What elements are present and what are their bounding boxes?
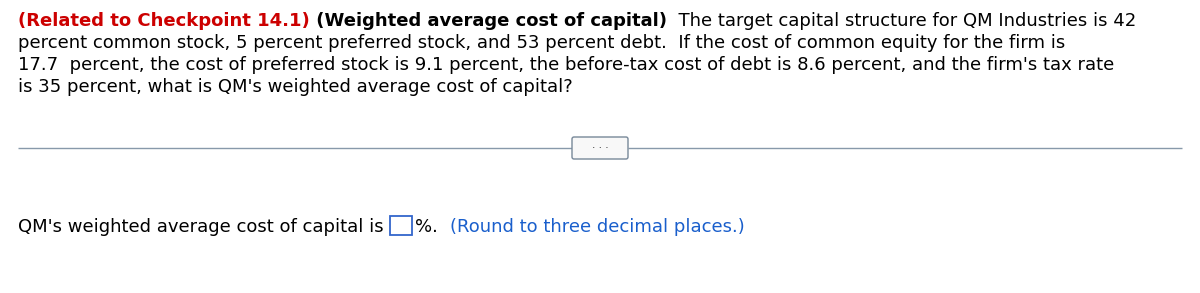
Text: (Related to Checkpoint 14.1): (Related to Checkpoint 14.1) xyxy=(18,12,310,30)
FancyBboxPatch shape xyxy=(572,137,628,159)
Text: · · ·: · · · xyxy=(592,143,608,153)
Text: 17.7  percent, the cost of preferred stock is 9.1 percent, the before-tax cost o: 17.7 percent, the cost of preferred stoc… xyxy=(18,56,1115,74)
Text: QM's weighted average cost of capital is: QM's weighted average cost of capital is xyxy=(18,218,389,236)
Text: percent common stock, 5 percent preferred stock, and 53 percent debt.  If the co: percent common stock, 5 percent preferre… xyxy=(18,34,1066,52)
Text: The target capital structure for QM Industries is 42: The target capital structure for QM Indu… xyxy=(667,12,1136,30)
Text: (Weighted average cost of capital): (Weighted average cost of capital) xyxy=(310,12,667,30)
FancyBboxPatch shape xyxy=(390,216,413,235)
Text: is 35 percent, what is QM's weighted average cost of capital?: is 35 percent, what is QM's weighted ave… xyxy=(18,78,572,96)
Text: (Round to three decimal places.): (Round to three decimal places.) xyxy=(450,218,744,236)
Text: %.: %. xyxy=(415,218,450,236)
